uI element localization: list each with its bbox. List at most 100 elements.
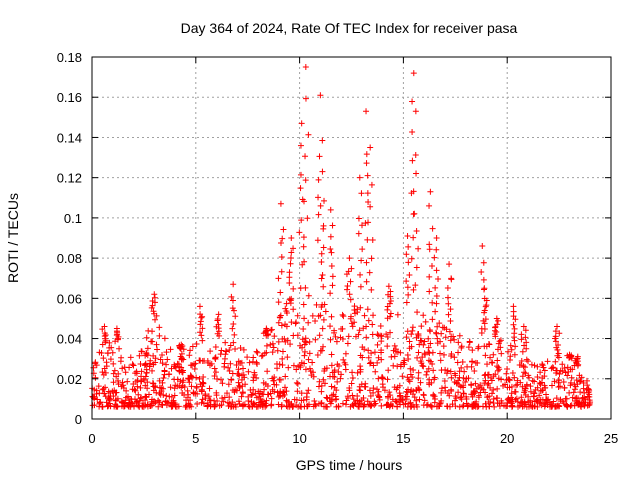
data-point — [225, 381, 232, 388]
data-point — [434, 335, 441, 342]
data-point — [329, 222, 336, 229]
data-point — [302, 95, 309, 102]
data-point — [246, 359, 253, 366]
data-point — [432, 308, 439, 315]
data-point — [405, 356, 412, 363]
data-point — [469, 393, 476, 400]
data-point — [422, 318, 429, 325]
data-point — [251, 369, 258, 376]
data-point — [534, 374, 541, 381]
data-point — [568, 374, 575, 381]
data-point — [481, 320, 488, 327]
data-point — [511, 325, 518, 332]
data-point — [275, 299, 282, 306]
data-point — [314, 351, 321, 358]
data-point — [150, 352, 157, 359]
data-point — [375, 388, 382, 395]
data-point — [536, 392, 543, 399]
data-point — [309, 359, 316, 366]
data-point — [415, 330, 422, 337]
data-point — [417, 379, 424, 386]
data-point — [539, 361, 546, 368]
data-point — [452, 393, 459, 400]
data-point — [367, 203, 374, 210]
data-point — [508, 398, 515, 405]
data-point — [378, 333, 385, 340]
axis-ticks: 0 5 10 15 20 25 0 0.02 0.04 0.06 0.08 0.1 0.12 0.14 0.… — [57, 50, 619, 446]
data-point — [576, 399, 583, 406]
data-point — [455, 389, 462, 396]
data-point — [335, 403, 342, 410]
data-point — [96, 400, 103, 407]
data-point — [227, 360, 234, 367]
data-point — [577, 403, 584, 410]
data-point — [254, 360, 261, 367]
data-point — [448, 353, 455, 360]
data-point — [421, 350, 428, 357]
data-point — [301, 258, 308, 265]
data-point — [457, 383, 464, 390]
data-point — [138, 394, 145, 401]
data-point — [525, 358, 532, 365]
data-point — [389, 396, 396, 403]
data-point — [572, 397, 579, 404]
data-point — [486, 393, 493, 400]
data-point — [399, 397, 406, 404]
data-point — [211, 372, 218, 379]
data-point — [213, 389, 220, 396]
data-point — [328, 351, 335, 358]
data-point — [545, 396, 552, 403]
data-point — [578, 374, 585, 381]
data-point — [274, 365, 281, 372]
data-point — [407, 403, 414, 410]
data-point — [143, 394, 150, 401]
data-point — [200, 374, 207, 381]
data-point — [315, 176, 322, 183]
data-point — [518, 361, 525, 368]
y-tick-label: 0.08 — [57, 251, 82, 266]
data-point — [160, 375, 167, 382]
data-point — [300, 243, 307, 250]
data-point — [326, 398, 333, 405]
data-point — [416, 386, 423, 393]
data-point — [406, 378, 413, 385]
data-point — [280, 388, 287, 395]
data-point — [101, 330, 108, 337]
data-point — [286, 280, 293, 287]
data-point — [433, 300, 440, 307]
data-point — [112, 338, 119, 345]
data-point — [191, 365, 198, 372]
data-point — [552, 338, 559, 345]
data-point — [552, 403, 559, 410]
data-point — [557, 383, 564, 390]
data-point — [327, 290, 334, 297]
data-point — [147, 357, 154, 364]
data-point — [287, 255, 294, 262]
data-point — [124, 378, 131, 385]
data-point — [186, 352, 193, 359]
data-point — [460, 390, 467, 397]
data-point — [92, 374, 99, 381]
data-point — [323, 365, 330, 372]
data-point — [288, 235, 295, 241]
data-point — [235, 358, 242, 365]
data-point — [229, 399, 236, 406]
data-point — [328, 263, 335, 270]
data-point — [135, 391, 142, 398]
data-point — [409, 157, 416, 164]
data-point — [490, 351, 497, 358]
data-point — [286, 296, 293, 303]
data-point — [435, 275, 442, 282]
data-point — [180, 346, 187, 353]
data-point — [199, 337, 206, 344]
data-point — [387, 310, 394, 317]
data-point — [179, 379, 186, 386]
data-point — [360, 325, 367, 332]
data-point — [303, 396, 310, 403]
data-point — [487, 354, 494, 361]
data-point — [486, 403, 493, 410]
data-point — [327, 323, 334, 330]
data-point — [531, 390, 538, 397]
data-point — [156, 332, 163, 339]
data-point — [299, 344, 306, 351]
